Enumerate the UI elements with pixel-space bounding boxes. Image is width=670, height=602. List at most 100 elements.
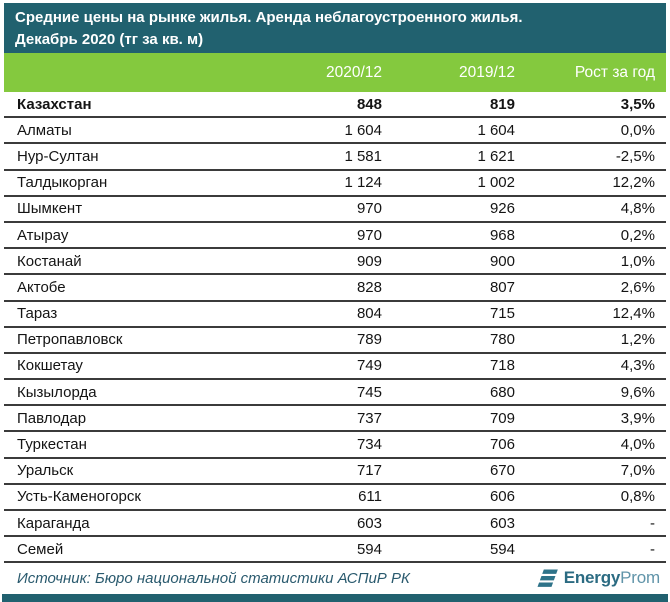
row-value-2020: 737 [356, 409, 382, 427]
source-text: Источник: Бюро национальной статистики А… [17, 569, 410, 587]
energyprom-logo: EnergyProm [537, 568, 660, 588]
row-value-2019: 807 [489, 278, 515, 296]
row-value-2020: 909 [356, 252, 382, 270]
header-2019-12: 2019/12 [458, 63, 515, 81]
row-value-2020: 1 604 [344, 121, 382, 139]
table-row: Павлодар 737 709 3,9% [4, 406, 666, 433]
table-row: Алматы 1 604 1 604 0,0% [4, 118, 666, 145]
row-region: Талдыкорган [17, 174, 108, 192]
row-growth: 2,6% [620, 278, 655, 296]
row-value-2020: 828 [356, 278, 382, 296]
row-region: Атырау [17, 226, 69, 244]
row-value-2020: 594 [356, 540, 382, 558]
row-value-2019: 1 604 [477, 121, 515, 139]
row-region: Нур-Султан [17, 147, 99, 165]
row-value-2019: 1 621 [477, 147, 515, 165]
row-growth: 1,0% [620, 252, 655, 270]
table-body: Казахстан 848 819 3,5% Алматы 1 604 1 604 0,0% Н… [4, 92, 666, 564]
row-region: Казахстан [17, 95, 92, 113]
row-growth: 3,9% [620, 409, 655, 427]
row-growth: 4,0% [620, 436, 655, 454]
energyprom-bars-icon [537, 569, 559, 588]
row-value-2020: 1 581 [344, 147, 382, 165]
row-region: Караганда [17, 514, 90, 532]
title-bar: Средние цены на рынке жилья. Аренда небл… [4, 3, 666, 53]
row-region: Усть-Каменогорск [17, 488, 141, 506]
row-growth: 3,5% [620, 95, 655, 113]
row-growth: 12,4% [612, 305, 655, 323]
row-value-2019: 603 [489, 514, 515, 532]
header-growth: Рост за год [574, 63, 655, 81]
row-region: Шымкент [17, 200, 83, 218]
table-row: Шымкент 970 926 4,8% [4, 196, 666, 223]
row-value-2020: 749 [356, 357, 382, 375]
table-row: Тараз 804 715 12,4% [4, 301, 666, 328]
table-header-row: 2020/12 2019/12 Рост за год [4, 53, 666, 92]
table-row: Талдыкорган 1 124 1 002 12,2% [4, 170, 666, 197]
row-value-2020: 734 [356, 436, 382, 454]
row-growth: - [650, 514, 655, 532]
row-value-2020: 745 [356, 383, 382, 401]
row-region: Семей [17, 540, 64, 558]
row-value-2020: 717 [356, 462, 382, 480]
row-region: Тараз [17, 305, 58, 323]
table-row: Караганда 603 603 - [4, 511, 666, 538]
table-row: Нур-Султан 1 581 1 621 -2,5% [4, 144, 666, 171]
header-2020-12: 2020/12 [325, 63, 382, 81]
row-growth: 12,2% [612, 174, 655, 192]
row-growth: 0,0% [620, 121, 655, 139]
row-region: Костанай [17, 252, 82, 270]
row-growth: 4,3% [620, 357, 655, 375]
table-row: Семей 594 594 - [4, 537, 666, 564]
table-row: Казахстан 848 819 3,5% [4, 92, 666, 119]
row-region: Павлодар [17, 409, 87, 427]
table-row: Туркестан 734 706 4,0% [4, 432, 666, 459]
row-value-2019: 706 [489, 436, 515, 454]
row-value-2020: 789 [356, 331, 382, 349]
row-region: Туркестан [17, 436, 87, 454]
row-growth: 4,8% [620, 200, 655, 218]
row-region: Кокшетау [17, 357, 83, 375]
energyprom-wordmark: EnergyProm [564, 568, 660, 588]
row-value-2019: 715 [489, 305, 515, 323]
row-value-2019: 968 [489, 226, 515, 244]
row-value-2019: 670 [489, 462, 515, 480]
title-line-2: Декабрь 2020 (тг за кв. м) [15, 30, 204, 48]
row-value-2019: 926 [489, 200, 515, 218]
row-value-2020: 970 [356, 200, 382, 218]
table-row: Костанай 909 900 1,0% [4, 249, 666, 276]
row-value-2019: 718 [489, 357, 515, 375]
logo-prom-text: Prom [620, 568, 660, 588]
row-value-2020: 848 [356, 95, 382, 113]
row-growth: 7,0% [620, 462, 655, 480]
row-growth: 0,2% [620, 226, 655, 244]
row-growth: 1,2% [620, 331, 655, 349]
row-value-2020: 603 [356, 514, 382, 532]
footer: Источник: Бюро национальной статистики А… [4, 563, 666, 591]
row-value-2019: 709 [489, 409, 515, 427]
table-row: Уральск 717 670 7,0% [4, 458, 666, 485]
row-region: Алматы [17, 121, 72, 139]
row-growth: - [650, 540, 655, 558]
table-row: Усть-Каменогорск 611 606 0,8% [4, 484, 666, 511]
table-row: Актобе 828 807 2,6% [4, 275, 666, 302]
row-value-2019: 900 [489, 252, 515, 270]
row-growth: 0,8% [620, 488, 655, 506]
table-row: Кокшетау 749 718 4,3% [4, 353, 666, 381]
row-value-2020: 970 [356, 226, 382, 244]
row-value-2019: 819 [489, 95, 515, 113]
table-row: Атырау 970 968 0,2% [4, 222, 666, 250]
row-value-2020: 611 [358, 488, 382, 506]
row-growth: 9,6% [620, 383, 655, 401]
logo-energy-text: Energy [563, 568, 621, 588]
title-line-1: Средние цены на рынке жилья. Аренда небл… [15, 9, 523, 26]
row-growth: -2,5% [615, 147, 655, 165]
row-region: Кызылорда [17, 383, 97, 401]
table-row: Кызылорда 745 680 9,6% [4, 380, 666, 407]
row-value-2019: 594 [489, 540, 515, 558]
row-value-2019: 1 002 [477, 174, 515, 192]
row-value-2020: 1 124 [344, 174, 382, 192]
row-region: Петропавловск [17, 331, 123, 349]
row-value-2019: 680 [489, 383, 515, 401]
